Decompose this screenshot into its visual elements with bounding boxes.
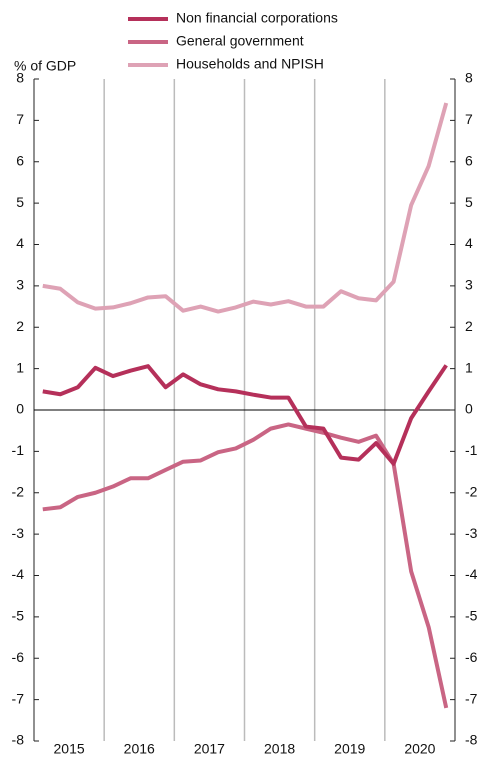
y2-tick-label: -8 <box>465 732 478 748</box>
y-tick-label: 0 <box>16 401 24 417</box>
y-tick-label: 5 <box>16 194 24 210</box>
y-tick-label: -5 <box>12 608 25 624</box>
y-tick-label: 8 <box>16 70 24 86</box>
x-tick-label: 2017 <box>194 741 225 757</box>
y-tick-label: 6 <box>16 152 24 168</box>
y2-tick-label: 4 <box>465 235 473 251</box>
y-tick-label: -7 <box>12 690 25 706</box>
legend-label: Households and NPISH <box>176 56 324 72</box>
x-tick-label: 2020 <box>404 741 435 757</box>
y2-tick-label: 6 <box>465 152 473 168</box>
y-tick-label: 1 <box>16 359 24 375</box>
series-line <box>42 364 448 466</box>
y-axis-label: % of GDP <box>14 58 76 74</box>
y2-tick-label: -1 <box>465 442 478 458</box>
y-tick-label: -6 <box>12 649 25 665</box>
legend-label: Non financial corporations <box>176 10 338 26</box>
y-tick-label: -4 <box>12 566 25 582</box>
y2-tick-label: -6 <box>465 649 478 665</box>
y2-tick-label: 2 <box>465 318 473 334</box>
y2-tick-label: -2 <box>465 483 478 499</box>
y2-tick-label: -4 <box>465 566 478 582</box>
x-tick-label: 2015 <box>54 741 85 757</box>
y-tick-label: -1 <box>12 442 25 458</box>
y-tick-label: 3 <box>16 277 24 293</box>
y2-tick-label: -3 <box>465 525 478 541</box>
y2-tick-label: -7 <box>465 690 478 706</box>
x-tick-label: 2018 <box>264 741 295 757</box>
y2-tick-label: 5 <box>465 194 473 210</box>
y2-tick-label: 8 <box>465 70 473 86</box>
y2-tick-label: -5 <box>465 608 478 624</box>
y-tick-label: -8 <box>12 732 25 748</box>
y-tick-label: 2 <box>16 318 24 334</box>
y-tick-label: 7 <box>16 111 24 127</box>
series-line <box>42 102 449 314</box>
y2-tick-label: 7 <box>465 111 473 127</box>
x-tick-label: 2019 <box>334 741 365 757</box>
y-tick-label: 4 <box>16 235 24 251</box>
x-tick-label: 2016 <box>124 741 155 757</box>
y-tick-label: -3 <box>12 525 25 541</box>
y2-tick-label: 3 <box>465 277 473 293</box>
series-line <box>42 422 449 709</box>
y2-tick-label: 1 <box>465 359 473 375</box>
y2-tick-label: 0 <box>465 401 473 417</box>
y-tick-label: -2 <box>12 483 25 499</box>
legend-label: General government <box>176 33 304 49</box>
